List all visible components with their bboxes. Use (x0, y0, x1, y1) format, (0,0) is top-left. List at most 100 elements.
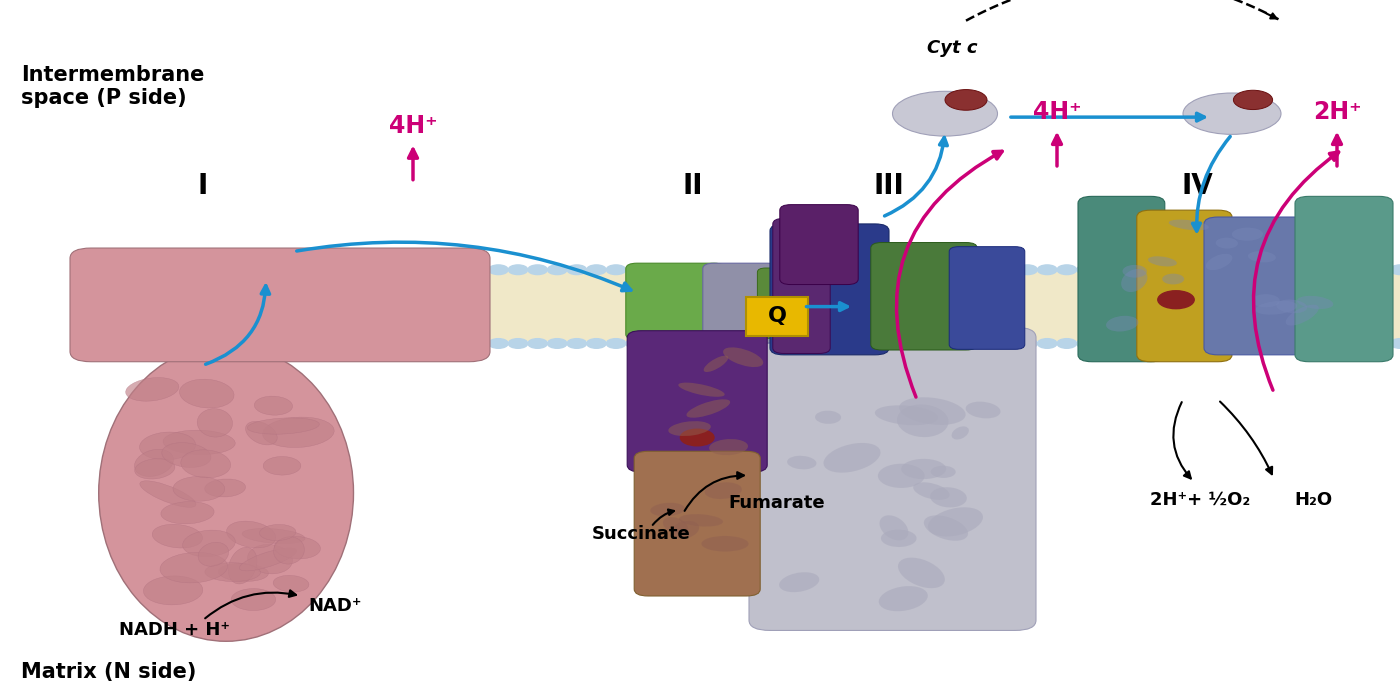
Circle shape (1175, 339, 1194, 348)
Ellipse shape (1256, 301, 1298, 315)
Ellipse shape (679, 514, 722, 526)
FancyBboxPatch shape (626, 263, 725, 340)
Circle shape (881, 265, 900, 275)
Ellipse shape (231, 588, 276, 610)
Circle shape (1194, 339, 1214, 348)
Ellipse shape (966, 402, 1001, 418)
Circle shape (253, 265, 273, 275)
Ellipse shape (1205, 254, 1232, 270)
Ellipse shape (930, 487, 967, 507)
Ellipse shape (140, 432, 196, 460)
Circle shape (1233, 265, 1253, 275)
Circle shape (273, 265, 293, 275)
Ellipse shape (1285, 305, 1319, 325)
Circle shape (1096, 339, 1116, 348)
Bar (126, 272, 1400, 341)
Ellipse shape (204, 563, 260, 582)
Circle shape (1214, 265, 1233, 275)
Circle shape (743, 265, 763, 275)
FancyBboxPatch shape (1204, 217, 1323, 355)
FancyBboxPatch shape (949, 247, 1025, 349)
Ellipse shape (1215, 238, 1238, 249)
Text: Q: Q (767, 306, 787, 327)
Circle shape (547, 265, 567, 275)
Text: II: II (683, 172, 703, 200)
Circle shape (489, 265, 508, 275)
Text: I: I (197, 172, 209, 200)
Ellipse shape (701, 536, 749, 552)
Ellipse shape (668, 421, 711, 436)
Circle shape (783, 265, 802, 275)
Circle shape (881, 339, 900, 348)
Text: NADH + H⁺: NADH + H⁺ (119, 621, 230, 639)
Circle shape (979, 339, 998, 348)
Circle shape (1018, 265, 1037, 275)
Circle shape (626, 339, 645, 348)
Circle shape (841, 265, 861, 275)
Ellipse shape (263, 457, 301, 475)
Ellipse shape (945, 90, 987, 110)
Ellipse shape (1252, 294, 1280, 307)
Circle shape (1371, 265, 1390, 275)
Circle shape (861, 265, 881, 275)
Circle shape (959, 339, 979, 348)
FancyBboxPatch shape (1135, 225, 1231, 360)
Circle shape (391, 339, 410, 348)
Circle shape (626, 265, 645, 275)
Circle shape (680, 429, 714, 446)
Circle shape (1116, 339, 1135, 348)
Circle shape (1077, 339, 1096, 348)
Circle shape (665, 339, 685, 348)
Ellipse shape (897, 557, 945, 588)
Circle shape (528, 265, 547, 275)
Ellipse shape (708, 439, 748, 455)
Circle shape (449, 339, 469, 348)
Circle shape (469, 265, 489, 275)
Circle shape (410, 265, 430, 275)
Ellipse shape (1169, 220, 1208, 230)
Circle shape (195, 339, 214, 348)
Circle shape (998, 265, 1018, 275)
Circle shape (1312, 339, 1331, 348)
Circle shape (1135, 265, 1155, 275)
Circle shape (724, 339, 743, 348)
FancyBboxPatch shape (757, 268, 819, 338)
Ellipse shape (248, 544, 293, 574)
Circle shape (1292, 339, 1312, 348)
Circle shape (724, 265, 743, 275)
Ellipse shape (1233, 90, 1273, 110)
Circle shape (841, 339, 861, 348)
Ellipse shape (878, 464, 925, 488)
Text: NAD⁺: NAD⁺ (308, 597, 361, 615)
Ellipse shape (1296, 296, 1333, 309)
Circle shape (547, 339, 567, 348)
Ellipse shape (686, 400, 731, 418)
FancyBboxPatch shape (1295, 196, 1393, 362)
Ellipse shape (274, 537, 321, 559)
Ellipse shape (259, 524, 295, 541)
Circle shape (410, 339, 430, 348)
Circle shape (645, 339, 665, 348)
Circle shape (351, 265, 371, 275)
FancyBboxPatch shape (746, 297, 808, 336)
Ellipse shape (143, 576, 203, 605)
Ellipse shape (239, 548, 297, 571)
Ellipse shape (879, 515, 909, 540)
Circle shape (567, 339, 587, 348)
Ellipse shape (228, 547, 258, 584)
Circle shape (939, 265, 959, 275)
Ellipse shape (1162, 274, 1184, 285)
Circle shape (1037, 265, 1057, 275)
FancyBboxPatch shape (749, 327, 1036, 630)
Circle shape (371, 339, 391, 348)
Circle shape (1390, 265, 1400, 275)
Circle shape (234, 339, 253, 348)
Circle shape (685, 265, 704, 275)
Circle shape (312, 265, 332, 275)
Circle shape (1194, 265, 1214, 275)
Circle shape (1037, 339, 1057, 348)
Circle shape (1351, 339, 1371, 348)
Text: 4H⁺: 4H⁺ (1033, 100, 1081, 124)
Circle shape (763, 339, 783, 348)
Text: Succinate: Succinate (592, 525, 690, 543)
